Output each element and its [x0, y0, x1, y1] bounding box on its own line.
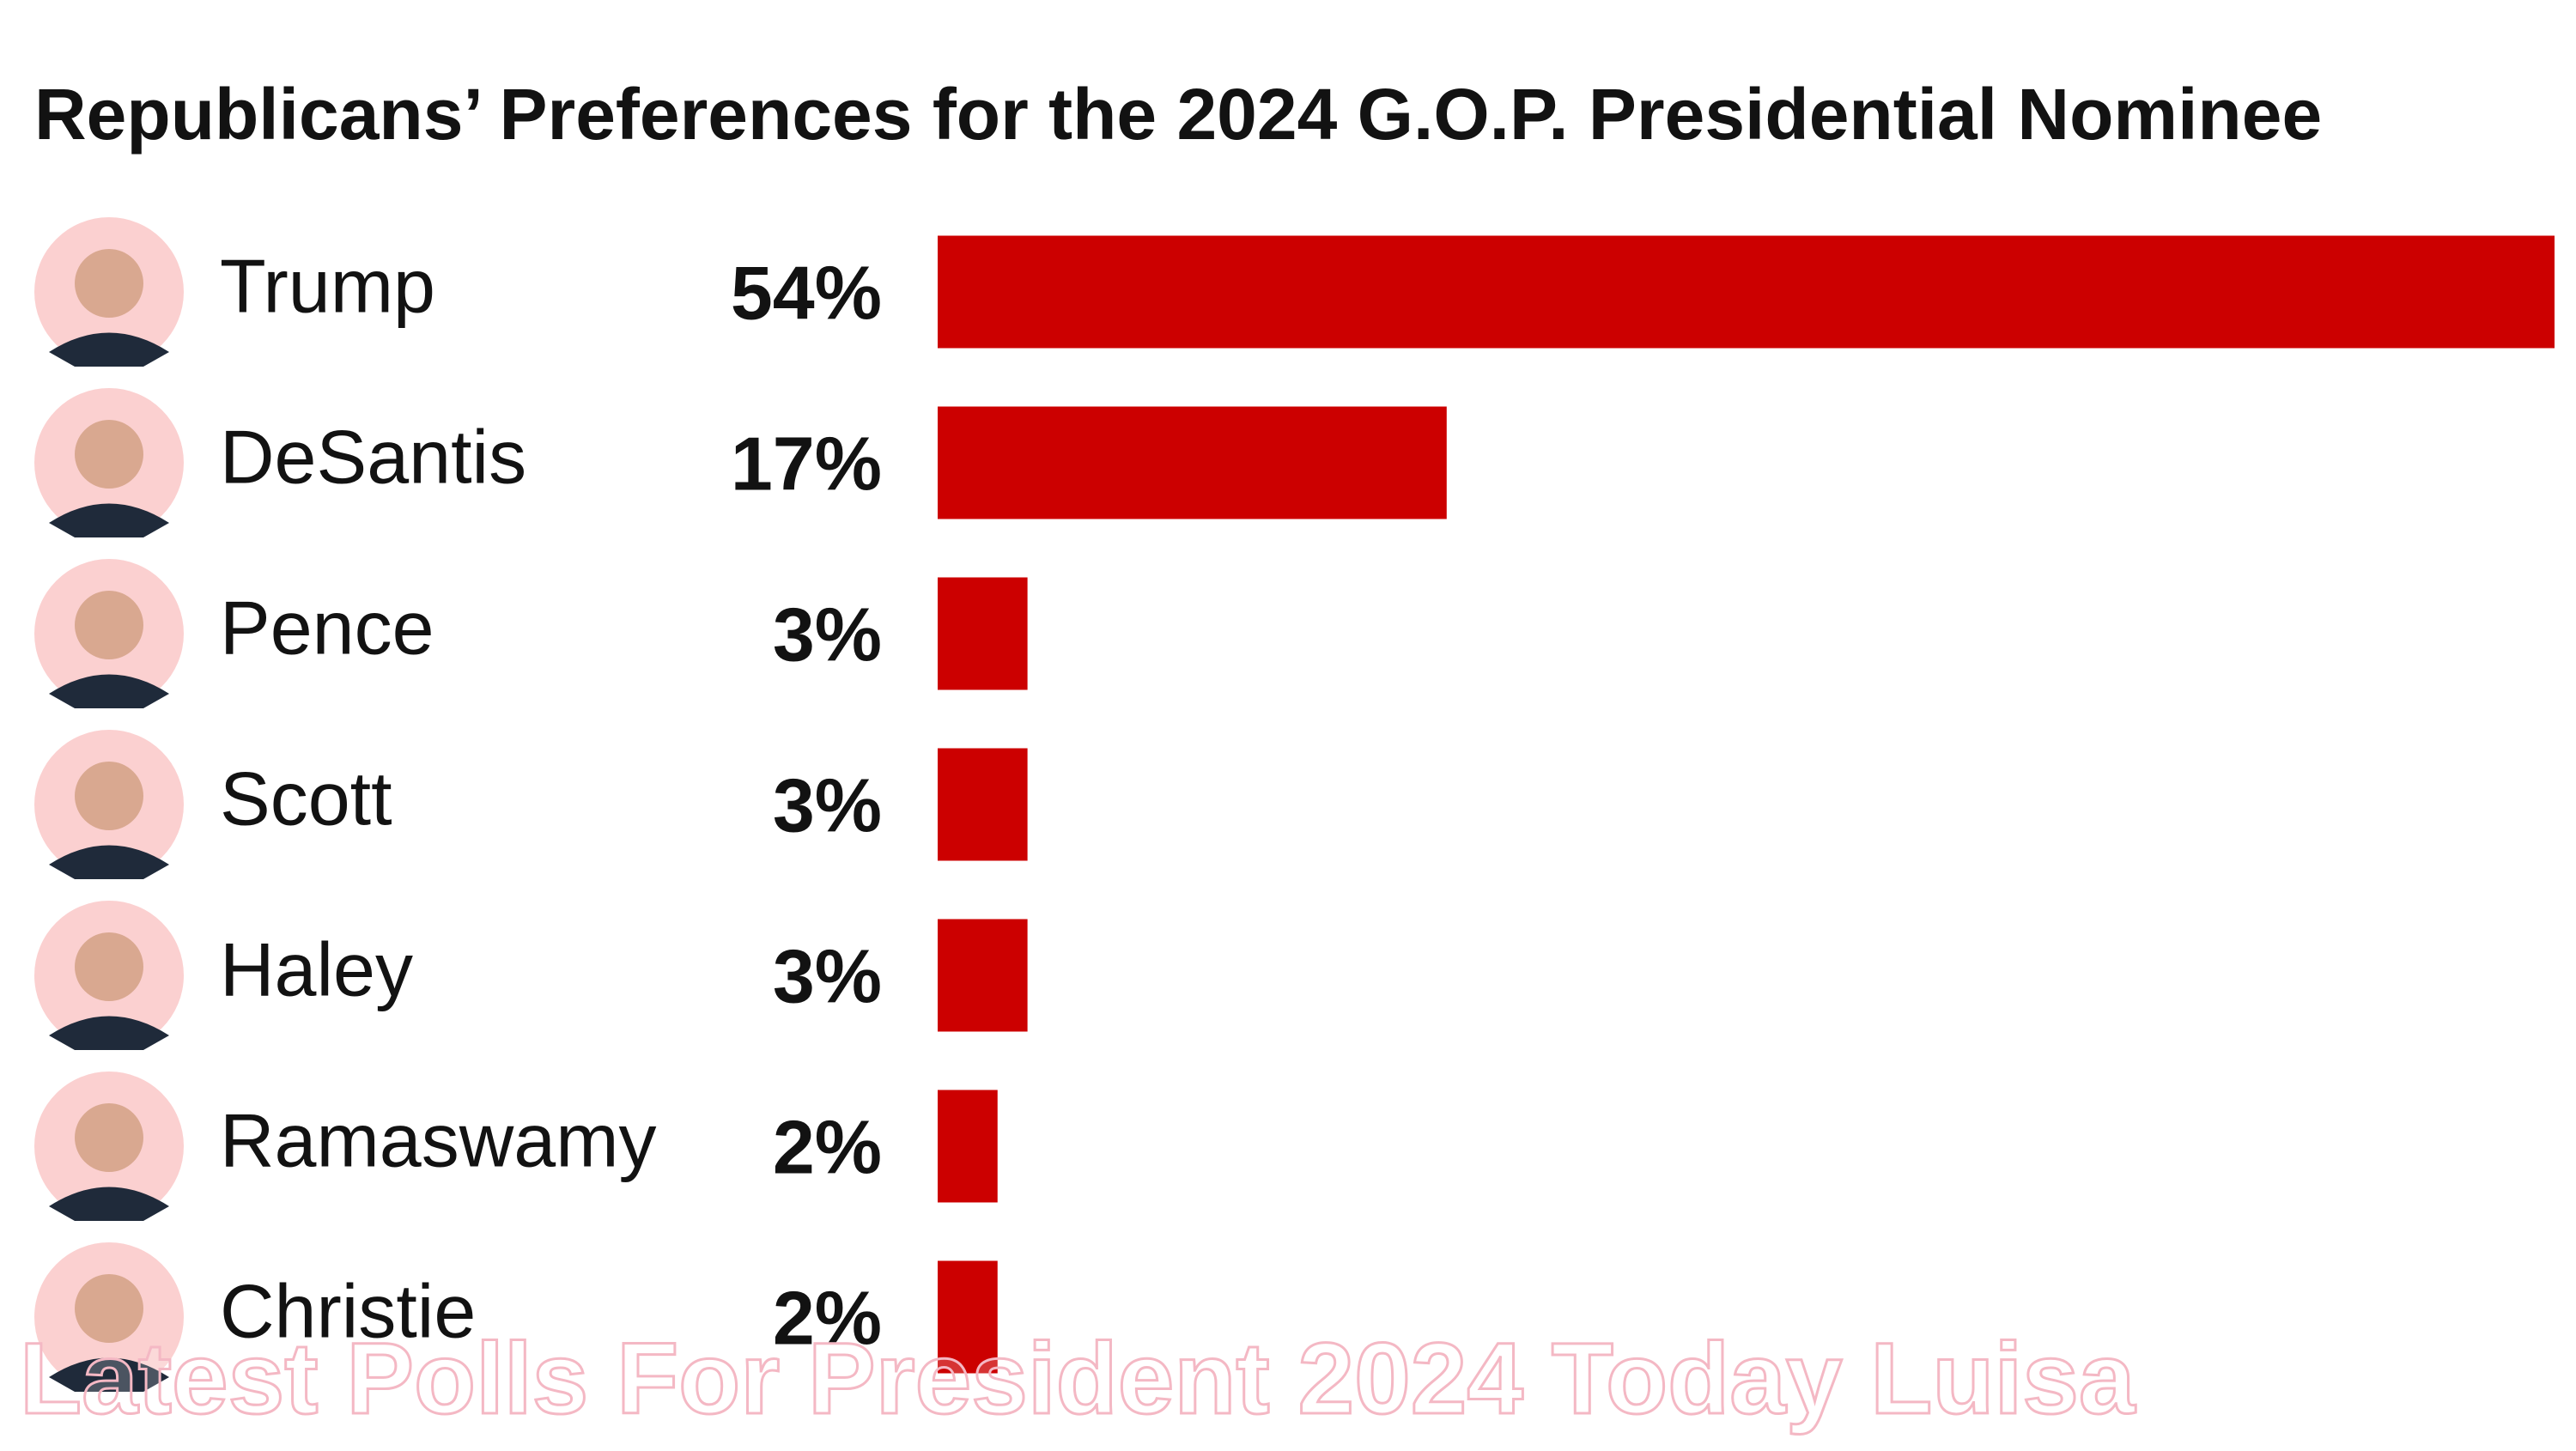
avatar-body — [49, 1357, 169, 1392]
avatar-head — [75, 1274, 143, 1343]
avatar-head — [75, 591, 143, 659]
value-label: 3% — [773, 592, 882, 677]
category-label: Haley — [220, 926, 413, 1011]
bar — [938, 235, 2555, 349]
value-label: 17% — [731, 421, 882, 506]
chart-title: Republicans’ Preferences for the 2024 G.… — [34, 74, 2322, 155]
bar — [938, 748, 1028, 861]
avatar-body — [49, 1187, 169, 1221]
avatar-body — [49, 674, 169, 708]
bar — [938, 1090, 998, 1203]
watermark: Latest Polls For President 2024 Today Lu… — [20, 1322, 2136, 1436]
avatar-body — [49, 332, 169, 367]
avatar-head — [75, 420, 143, 489]
avatar-body — [49, 1016, 169, 1050]
value-label: 54% — [731, 250, 882, 335]
category-label: Scott — [220, 756, 392, 841]
bar — [938, 919, 1028, 1032]
value-label: 3% — [773, 933, 882, 1018]
avatar-body — [49, 845, 169, 879]
category-label: Ramaswamy — [220, 1097, 657, 1182]
avatar-head — [75, 932, 143, 1001]
category-label: Trump — [220, 243, 435, 328]
value-label: 3% — [773, 762, 882, 847]
category-label: DeSantis — [220, 414, 526, 499]
value-label: 2% — [773, 1275, 882, 1360]
avatar-body — [49, 503, 169, 537]
avatar-head — [75, 1103, 143, 1172]
bar — [938, 577, 1028, 690]
category-label: Christie — [220, 1268, 476, 1353]
avatar-head — [75, 762, 143, 830]
category-label: Pence — [220, 585, 434, 670]
bar — [938, 406, 1447, 519]
bar — [938, 1260, 998, 1374]
value-label: 2% — [773, 1104, 882, 1189]
avatar-head — [75, 249, 143, 318]
